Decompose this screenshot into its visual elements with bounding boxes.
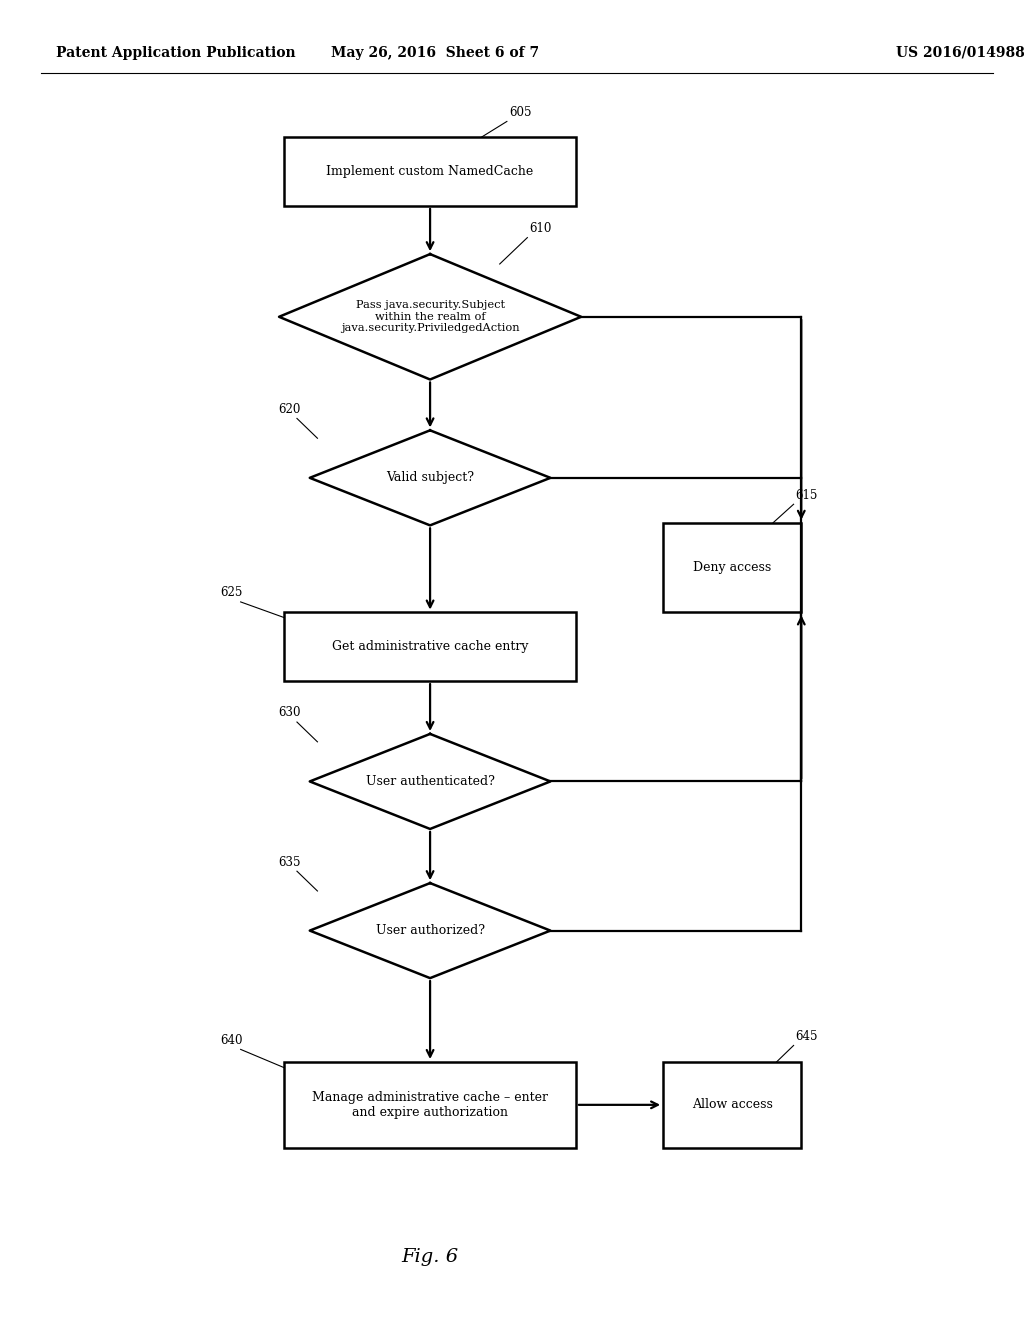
Text: Get administrative cache entry: Get administrative cache entry [332,640,528,653]
Text: 605: 605 [509,106,531,119]
Text: US 2016/0149882 A1: US 2016/0149882 A1 [896,46,1024,59]
Text: Patent Application Publication: Patent Application Publication [56,46,296,59]
Polygon shape [309,883,551,978]
Text: User authenticated?: User authenticated? [366,775,495,788]
Polygon shape [279,253,582,380]
Text: 630: 630 [279,706,301,719]
Text: 640: 640 [220,1034,243,1047]
Text: Implement custom NamedCache: Implement custom NamedCache [327,165,534,178]
Text: 625: 625 [220,586,243,599]
Bar [664,1061,801,1147]
Polygon shape [309,734,551,829]
Bar [284,1061,575,1147]
Bar [284,612,575,681]
Text: Manage administrative cache – enter
and expire authorization: Manage administrative cache – enter and … [312,1090,548,1119]
Text: Fig. 6: Fig. 6 [401,1247,459,1266]
Text: 615: 615 [796,488,818,502]
Text: Allow access: Allow access [692,1098,772,1111]
Text: May 26, 2016  Sheet 6 of 7: May 26, 2016 Sheet 6 of 7 [331,46,540,59]
Bar [284,137,575,206]
Text: Valid subject?: Valid subject? [386,471,474,484]
Text: Pass java.security.Subject
within the realm of
java.security.PriviledgedAction: Pass java.security.Subject within the re… [341,300,519,334]
Text: 610: 610 [529,222,552,235]
Text: 635: 635 [279,855,301,869]
Bar [664,523,801,612]
Text: 620: 620 [279,403,301,416]
Polygon shape [309,430,551,525]
Text: Deny access: Deny access [693,561,771,574]
Text: User authorized?: User authorized? [376,924,484,937]
Text: 645: 645 [796,1030,818,1043]
